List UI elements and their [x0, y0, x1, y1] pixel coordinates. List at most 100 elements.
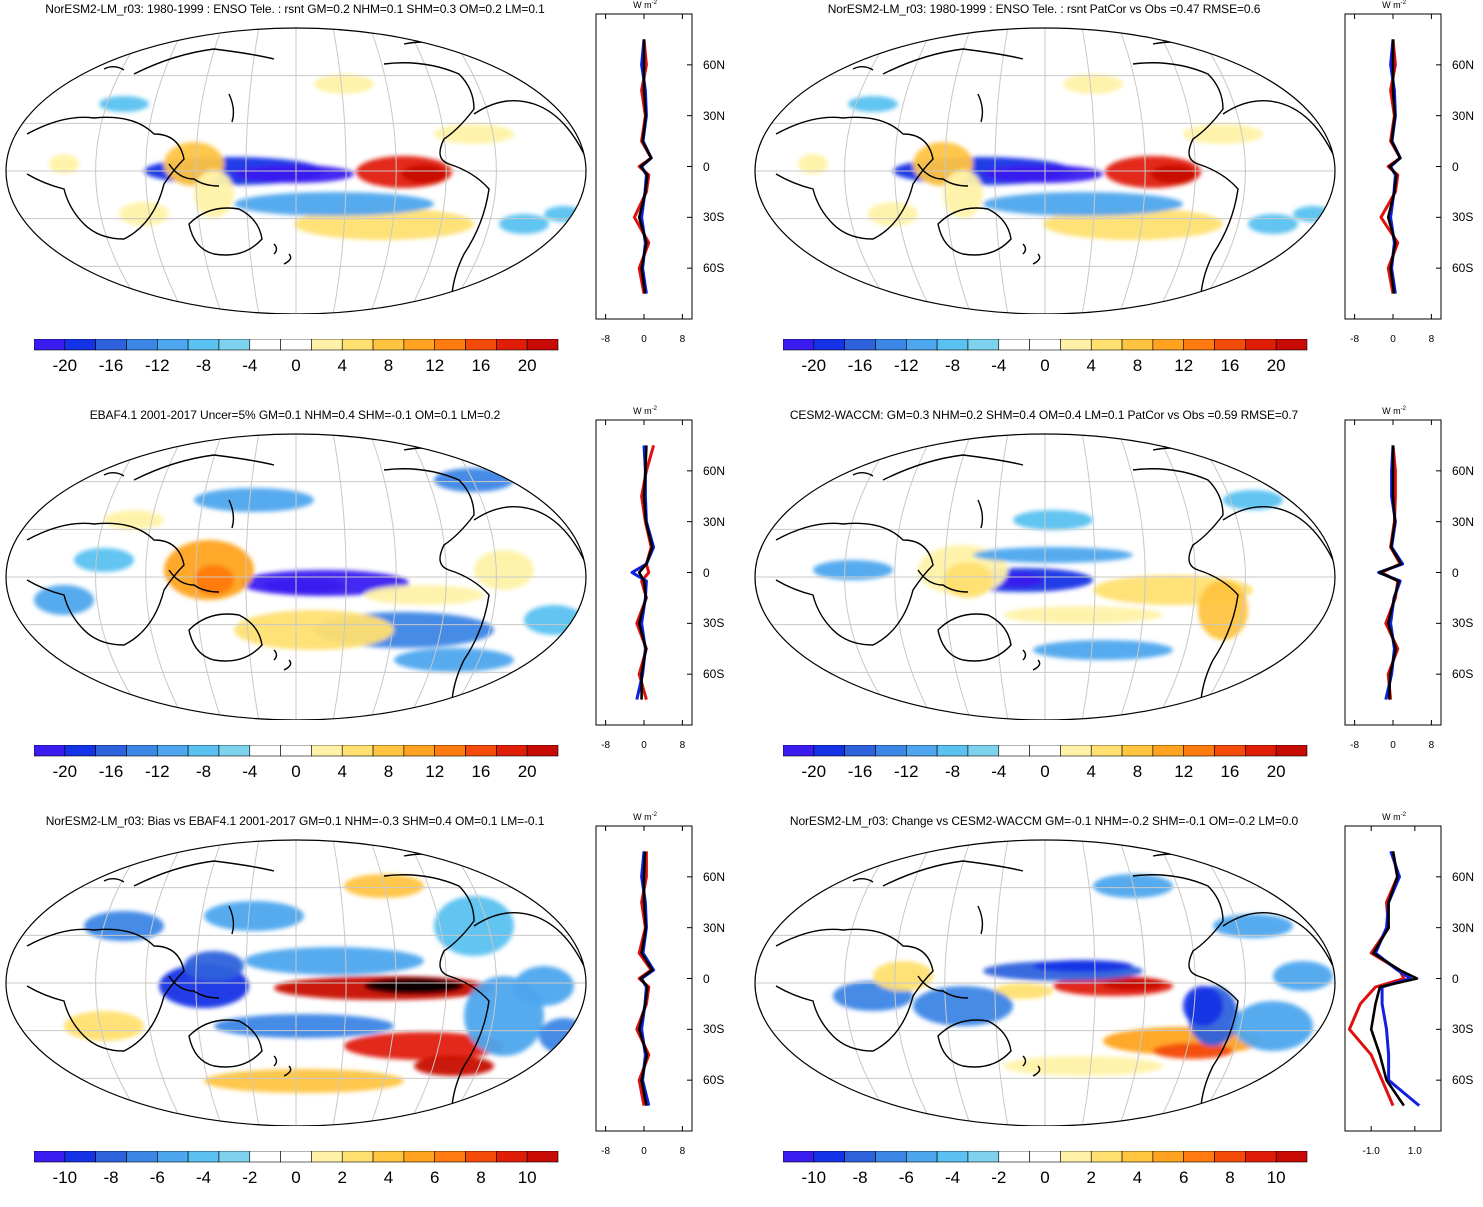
unit-text: W m [633, 406, 652, 416]
unit-exponent: -2 [651, 0, 657, 6]
colorbar-swatch [496, 339, 528, 351]
field-anomaly-patch [1213, 914, 1293, 938]
colorbar-swatch [1245, 1151, 1277, 1163]
coastline [383, 874, 490, 1107]
unit-text: W m [633, 0, 652, 10]
field-anomaly-patch [813, 560, 893, 580]
map-plot [754, 839, 1336, 1126]
colorbar-tick-label: 2 [337, 1168, 347, 1187]
latitude-label: 60N [703, 869, 726, 884]
map-plot [5, 839, 587, 1126]
colorbar-swatch [526, 1151, 559, 1163]
zonal-tick-label: 0 [641, 334, 647, 345]
latitude-label: 0 [703, 159, 710, 174]
field-anomaly-patch [184, 951, 244, 981]
graticule-meridian [369, 434, 397, 720]
zonal-tick-label: 8 [679, 740, 686, 751]
graticule-meridian [1081, 434, 1096, 720]
colorbar [34, 745, 559, 757]
colorbar-swatch [34, 745, 66, 757]
field-anomaly-patch [798, 154, 828, 174]
map-border [5, 27, 587, 314]
colorbar-swatch [465, 1151, 497, 1163]
field-anomaly-patch [1033, 960, 1133, 972]
coastline [852, 472, 984, 529]
coastline [1022, 1055, 1041, 1077]
graticule-meridian [1118, 840, 1146, 1126]
coastline [937, 613, 1012, 662]
panel-4: CESM2-WACCM: GM=0.3 NHM=0.2 SHM=0.4 OM=0… [749, 406, 1483, 801]
colorbar [34, 339, 559, 351]
colorbar-tick-label: 12 [425, 356, 445, 375]
colorbar-tick-label: 6 [1178, 1168, 1189, 1187]
field-anomaly-patch [204, 1069, 404, 1093]
field-anomaly-patch [943, 562, 993, 598]
coastline [882, 454, 1024, 481]
latitude-label: 30S [703, 616, 725, 631]
colorbar-swatch [967, 745, 1000, 757]
coastline [917, 163, 969, 187]
colorbar-swatch [126, 745, 158, 757]
colorbar-swatch [249, 339, 281, 351]
colorbar-tick-label: -4 [195, 1168, 212, 1187]
field-anomaly-patch [499, 214, 549, 234]
colorbar-swatch [341, 339, 374, 351]
coastline [1222, 505, 1335, 581]
colorbar-swatch [1060, 745, 1092, 757]
unit-exponent: -2 [1400, 0, 1406, 6]
graticule-meridian [894, 840, 934, 1126]
graticule-meridian [844, 434, 897, 720]
map-border [754, 839, 1336, 1126]
colorbar-swatch [1121, 745, 1154, 757]
zonal-tick-label: 8 [1428, 740, 1435, 751]
panel-title: NorESM2-LM_r03: 1980-1999 : ENSO Tele. :… [827, 2, 1261, 16]
colorbar-tick-label: -2 [242, 1168, 258, 1187]
colorbar-swatch [1275, 1151, 1308, 1163]
latitude-label: 60S [703, 1073, 725, 1088]
colorbar-swatch [1152, 339, 1185, 351]
colorbar-swatch [126, 339, 158, 351]
colorbar-swatch [1214, 1151, 1246, 1163]
colorbar-swatch [434, 339, 466, 351]
coastline [882, 48, 1024, 75]
unit-text: W m [1382, 0, 1401, 10]
colorbar-swatch [1029, 339, 1061, 351]
coastline [1132, 468, 1239, 701]
latitude-label: 60N [1452, 869, 1475, 884]
field-anomaly-patch [973, 547, 1133, 563]
colorbar-swatch [156, 339, 189, 351]
panel-1: NorESM2-LM_r03: 1980-1999 : ENSO Tele. :… [0, 0, 741, 395]
field-anomaly-patch [394, 648, 514, 672]
colorbar-swatch [372, 1151, 405, 1163]
panel-title: CESM2-WACCM: GM=0.3 NHM=0.2 SHM=0.4 OM=0… [789, 408, 1299, 422]
field-anomaly-patch [214, 1014, 394, 1038]
field-anomaly-patch [234, 192, 434, 216]
colorbar-swatch [311, 339, 343, 351]
latitude-label: 30N [1452, 920, 1475, 935]
graticule-meridian [145, 840, 185, 1126]
field-anomaly-patch [1248, 214, 1298, 234]
colorbar-swatch [967, 1151, 1000, 1163]
coastline [133, 860, 275, 887]
colorbar-tick-label: -16 [98, 762, 124, 781]
colorbar-swatch [311, 745, 343, 757]
coastline [1222, 911, 1335, 987]
field-anomaly-patch [1151, 165, 1195, 183]
colorbar-tick-label: 10 [517, 1168, 537, 1187]
graticule-meridian [369, 840, 397, 1126]
zonal-tick-label: -8 [601, 740, 611, 751]
graticule-meridian [245, 434, 260, 720]
field-anomaly-patch [234, 165, 354, 183]
zonal-tick-label: 0 [1390, 740, 1396, 751]
colorbar-tick-label: -20 [801, 356, 827, 375]
zonal-mean-plot [595, 419, 693, 726]
colorbar-tick-label: 0 [1040, 1168, 1050, 1187]
colorbar-tick-label: 16 [1220, 356, 1240, 375]
coastline [473, 99, 586, 175]
coastline [775, 928, 934, 1052]
colorbar-swatch [1214, 339, 1246, 351]
coastline [917, 569, 969, 593]
coastline [937, 207, 1012, 256]
zonal-mean-plot [1344, 13, 1442, 320]
colorbar-tick-label: 20 [1266, 356, 1286, 375]
